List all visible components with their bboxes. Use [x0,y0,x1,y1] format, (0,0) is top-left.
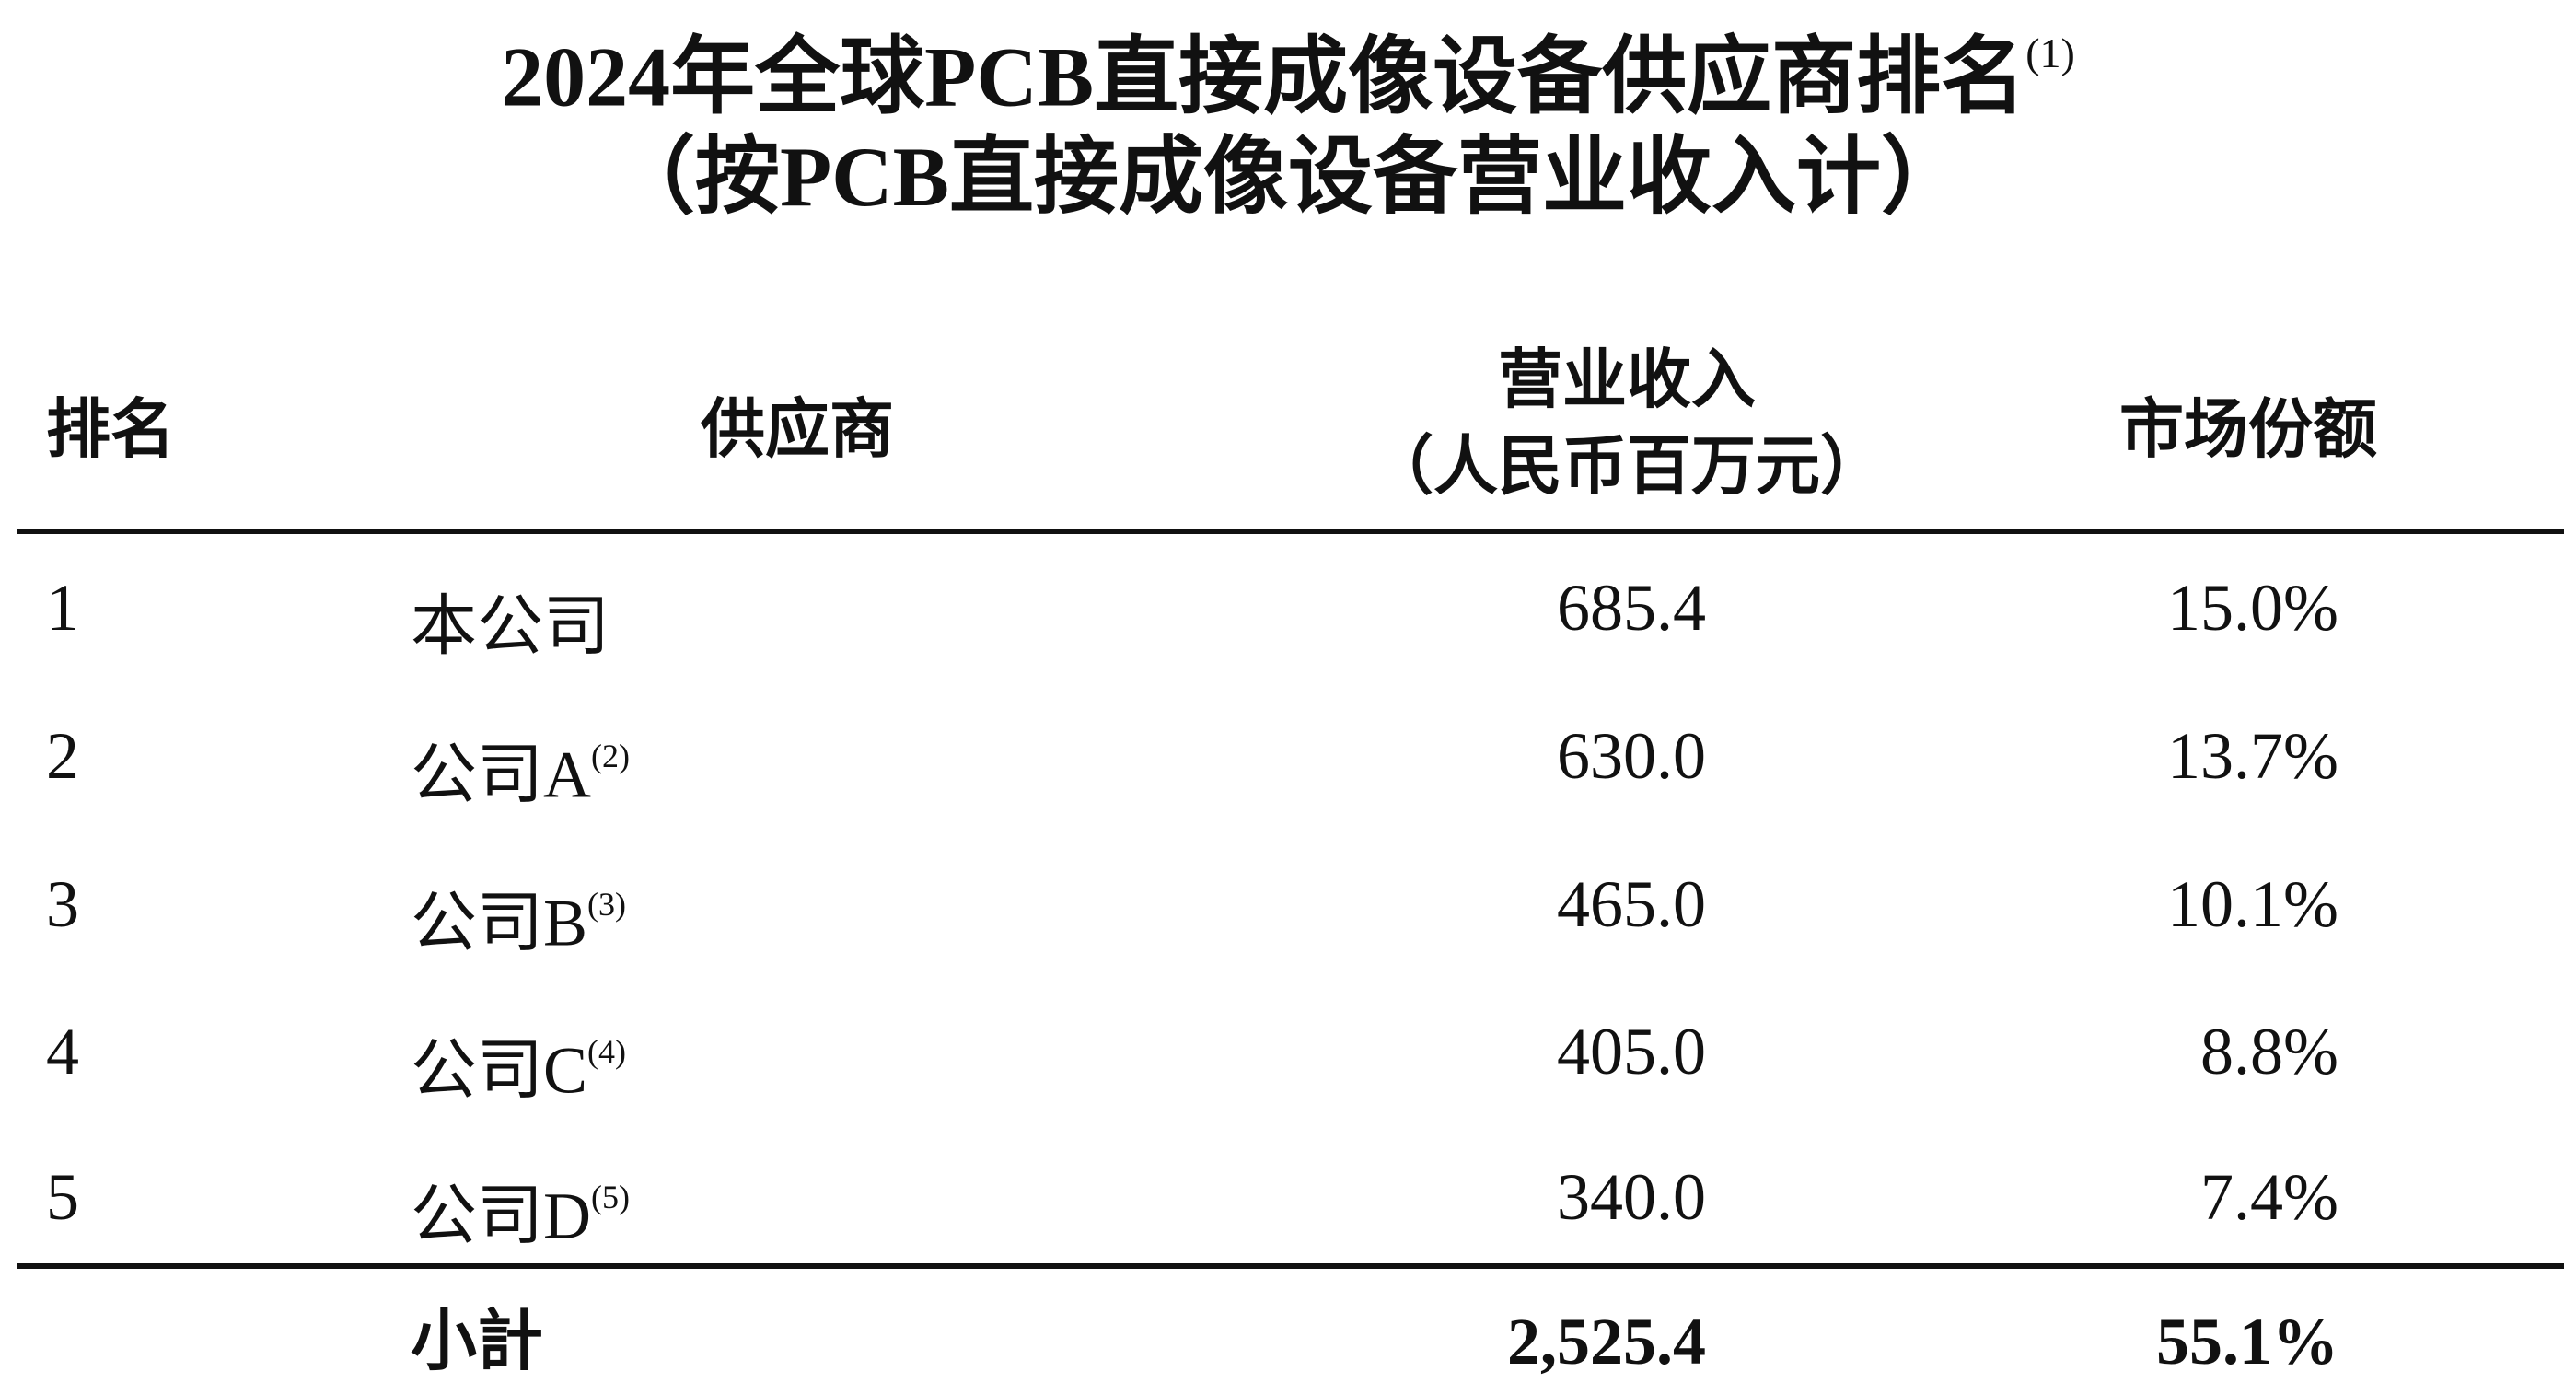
subtotal-label: 小計 [411,1305,544,1378]
supplier-name: 本公司 [411,589,610,664]
share-cell: 8.8% [2200,1015,2338,1088]
header-supplier: 供应商 [701,395,894,466]
title-text: 2024年全球PCB直接成像设备供应商排名 [501,29,2026,124]
supplier-name: 公司B [411,886,588,960]
rank-cell: 1 [46,571,79,645]
subtotal-revenue: 2,525.4 [1507,1305,1706,1378]
share-cell: 13.7% [2167,719,2338,793]
revenue-cell: 465.0 [1557,867,1706,941]
footnote-marker: (1) [2025,29,2075,76]
supplier-cell: 公司C(4) [411,1010,626,1111]
footnote-marker: (2) [591,738,630,774]
subtotal-rule [17,1263,2564,1269]
share-cell: 10.1% [2167,867,2338,941]
footnote-marker: (3) [587,886,627,923]
rank-cell: 3 [46,867,79,941]
header-rank: 排名 [46,395,175,466]
revenue-cell: 405.0 [1557,1015,1706,1088]
revenue-cell: 630.0 [1557,719,1706,793]
supplier-cell: 公司D(5) [411,1156,630,1257]
subtotal-share: 55.1% [2156,1305,2338,1378]
header-revenue-unit: （人民币百万元） [1369,432,1885,503]
revenue-cell: 685.4 [1557,571,1706,645]
title-line-2: （按PCB直接成像设备营业收入计） [609,130,1966,224]
supplier-name: 公司D [411,1179,591,1253]
share-cell: 15.0% [2167,571,2338,645]
supplier-name: 公司C [411,1033,588,1108]
header-rule [17,529,2564,534]
header-revenue: 营业收入 [1498,345,1756,416]
supplier-cell: 公司B(3) [411,863,626,964]
rank-cell: 5 [46,1160,79,1234]
supplier-cell: 本公司 [411,566,609,668]
footnote-marker: (4) [587,1033,627,1070]
rank-cell: 4 [46,1015,79,1088]
rank-cell: 2 [46,719,79,793]
supplier-cell: 公司A(2) [411,715,630,816]
header-share: 市场份额 [2119,395,2377,466]
revenue-cell: 340.0 [1557,1160,1706,1234]
share-cell: 7.4% [2200,1160,2338,1234]
footnote-marker: (5) [591,1179,630,1215]
title-line-1: 2024年全球PCB直接成像设备供应商排名(1) [0,7,2576,122]
supplier-name: 公司A [411,738,591,812]
